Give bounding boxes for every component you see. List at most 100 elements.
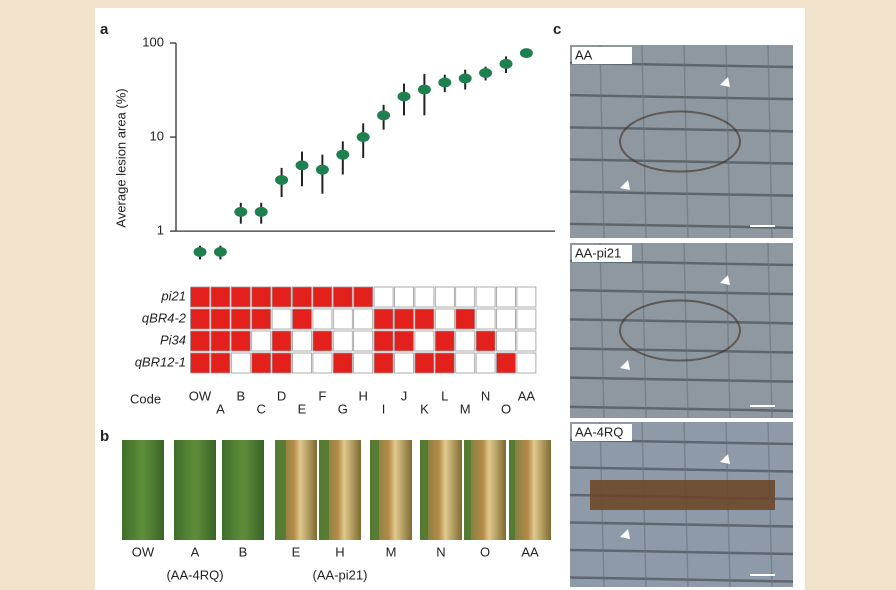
- leaf-label: M: [386, 544, 397, 559]
- leaf-label: O: [480, 544, 490, 559]
- genotype-cell: [497, 309, 516, 329]
- genotype-cell: [333, 309, 352, 329]
- genotype-cell: [415, 331, 434, 351]
- code-label: K: [420, 401, 429, 416]
- data-point: [438, 78, 451, 88]
- leaf-green: [464, 440, 471, 540]
- y-axis-label: Average lesion area (%): [113, 88, 128, 227]
- genotype-cell: [211, 287, 230, 307]
- genotype-cell: [333, 331, 352, 351]
- genotype-cell: [517, 331, 536, 351]
- genotype-cell: [272, 331, 291, 351]
- genotype-cell: [272, 309, 291, 329]
- data-point: [316, 165, 329, 175]
- panel-label: c: [553, 21, 561, 38]
- genotype-cell: [456, 309, 475, 329]
- genotype-cell: [293, 309, 312, 329]
- genotype-cell: [231, 331, 250, 351]
- gene-label: pi21: [160, 288, 186, 303]
- genotype-cell: [211, 331, 230, 351]
- leaf-label: AA: [521, 544, 539, 559]
- genotype-cell: [191, 287, 210, 307]
- panel-label: b: [100, 428, 109, 445]
- genotype-cell: [476, 353, 495, 373]
- code-label: C: [257, 401, 266, 416]
- genotype-cell: [231, 309, 250, 329]
- data-point: [377, 110, 390, 120]
- micrograph-label: AA: [575, 47, 593, 62]
- genotype-cell: [333, 353, 352, 373]
- code-label: G: [338, 401, 348, 416]
- code-label: I: [382, 401, 386, 416]
- genotype-cell: [456, 331, 475, 351]
- genotype-cell: [395, 309, 414, 329]
- leaf-sublabel: (AA-4RQ): [166, 567, 223, 582]
- leaf-green: [275, 440, 286, 540]
- genotype-cell: [354, 309, 373, 329]
- genotype-cell: [313, 353, 332, 373]
- data-point: [479, 68, 492, 78]
- data-point: [418, 85, 431, 95]
- code-label: J: [401, 388, 408, 403]
- lesion: [590, 480, 775, 510]
- genotype-cell: [293, 353, 312, 373]
- genotype-cell: [415, 287, 434, 307]
- micrograph-label: AA-4RQ: [575, 424, 623, 439]
- genotype-cell: [517, 287, 536, 307]
- genotype-cell: [497, 287, 516, 307]
- data-point: [459, 73, 472, 83]
- genotype-cell: [272, 287, 291, 307]
- genotype-cell: [211, 353, 230, 373]
- genotype-cell: [476, 309, 495, 329]
- genotype-cell: [333, 287, 352, 307]
- genotype-cell: [293, 287, 312, 307]
- genotype-cell: [517, 353, 536, 373]
- genotype-cell: [231, 353, 250, 373]
- data-point: [255, 207, 268, 217]
- genotype-cell: [354, 287, 373, 307]
- leaf-label: OW: [132, 544, 155, 559]
- genotype-cell: [456, 353, 475, 373]
- code-label: D: [277, 388, 286, 403]
- genotype-cell: [374, 353, 393, 373]
- genotype-cell: [191, 353, 210, 373]
- genotype-cell: [231, 287, 250, 307]
- genotype-cell: [374, 309, 393, 329]
- data-point: [500, 59, 513, 69]
- genotype-cell: [374, 331, 393, 351]
- genotype-cell: [293, 331, 312, 351]
- genotype-cell: [476, 287, 495, 307]
- gene-label: Pi34: [160, 332, 186, 347]
- figure: a b c Average lesion area (%) 110100OWAB…: [0, 0, 896, 590]
- leaf-label: N: [436, 544, 445, 559]
- data-point: [398, 91, 411, 101]
- genotype-cell: [435, 353, 454, 373]
- genotype-cell: [415, 309, 434, 329]
- genotype-cell: [395, 331, 414, 351]
- code-label: AA: [518, 388, 536, 403]
- genotype-cell: [374, 287, 393, 307]
- genotype-cell: [517, 309, 536, 329]
- micrograph-label: AA-pi21: [575, 245, 621, 260]
- gene-label: qBR12-1: [135, 354, 186, 369]
- code-label: A: [216, 401, 225, 416]
- leaf-label: B: [239, 544, 248, 559]
- genotype-cell: [211, 309, 230, 329]
- code-label: O: [501, 401, 511, 416]
- leaf-photo: [509, 440, 551, 540]
- genotype-cell: [435, 309, 454, 329]
- data-point: [214, 247, 227, 257]
- genotype-cell: [476, 331, 495, 351]
- code-label: F: [318, 388, 326, 403]
- code-label: E: [298, 401, 307, 416]
- code-label: N: [481, 388, 490, 403]
- genotype-cell: [435, 331, 454, 351]
- data-point: [234, 207, 247, 217]
- genotype-cell: [415, 353, 434, 373]
- genotype-cell: [497, 331, 516, 351]
- leaf-green: [370, 440, 379, 540]
- leaf-green: [509, 440, 515, 540]
- y-tick-label: 10: [150, 128, 164, 143]
- data-point: [336, 150, 349, 160]
- genotype-cell: [252, 309, 271, 329]
